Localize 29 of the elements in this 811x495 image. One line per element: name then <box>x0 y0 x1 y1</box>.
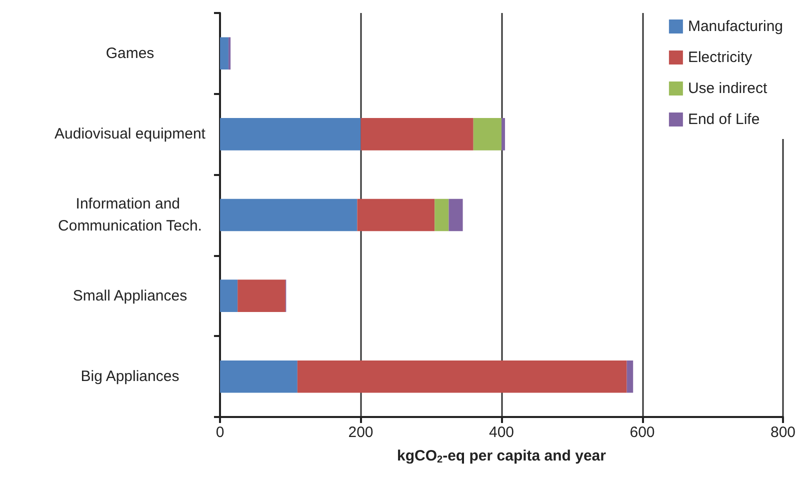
y-tick-label: Audiovisual equipment <box>54 126 206 143</box>
y-tick-label: Big Appliances <box>80 368 180 386</box>
x-tick-label: 200 <box>348 424 374 441</box>
x-tick-label: 600 <box>630 424 655 441</box>
bar <box>502 118 506 150</box>
bar <box>357 198 435 232</box>
bar <box>220 118 361 150</box>
legend-label: Use indirect <box>688 80 768 97</box>
bar <box>220 280 238 312</box>
bar <box>626 360 634 393</box>
legend-label: Electricity <box>688 49 753 66</box>
y-tick-label: Information and Communication Tech. <box>58 196 202 234</box>
y-tick-label: Small Appliances <box>72 287 188 304</box>
bar <box>220 360 298 393</box>
bar <box>238 280 286 312</box>
bar <box>228 37 231 70</box>
bar <box>297 360 627 393</box>
bar <box>473 118 502 150</box>
legend-label: Manufacturing <box>688 18 784 35</box>
y-tick-label: Games <box>106 44 154 62</box>
x-tick-label: 800 <box>770 424 796 441</box>
x-tick-label: 0 <box>216 424 224 441</box>
legend-label: End of Life <box>688 111 760 128</box>
bar <box>448 198 463 232</box>
bar <box>220 198 358 232</box>
bar <box>220 37 228 70</box>
bar <box>434 198 449 232</box>
bar <box>360 118 474 150</box>
x-tick-label: 400 <box>488 424 514 441</box>
